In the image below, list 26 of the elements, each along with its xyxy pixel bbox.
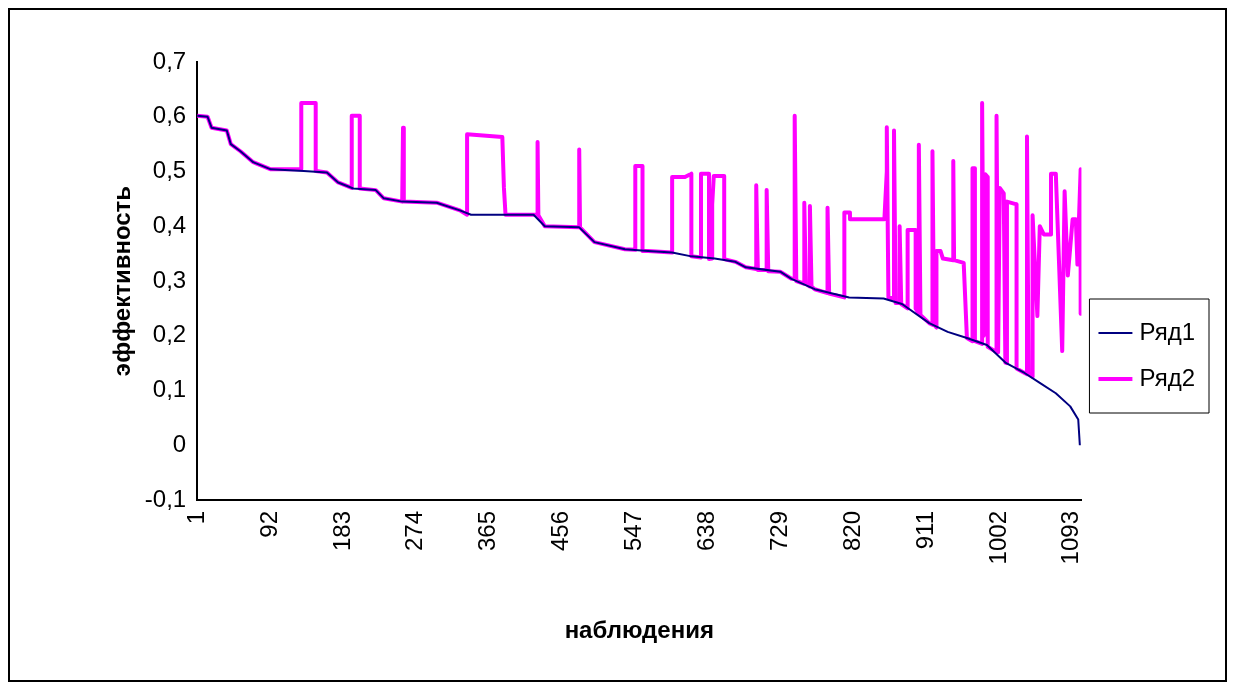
y-tick-label: 0,2 (152, 320, 187, 348)
x-tick-label: 274 (400, 511, 428, 552)
x-tick-label: 820 (837, 511, 865, 552)
x-tick-label: 729 (764, 511, 792, 552)
x-tick-label: 92 (254, 511, 282, 538)
y-tick-label: 0,3 (152, 265, 187, 293)
y-tick-label: 0,1 (152, 375, 187, 403)
x-tick-label: 1002 (983, 511, 1011, 565)
y-axis-title: эффективность (108, 185, 136, 377)
x-tick-label: 547 (619, 511, 647, 552)
x-tick-label: 183 (327, 511, 355, 552)
x-axis-title: наблюдения (564, 616, 714, 644)
y-tick-label: 0 (172, 429, 187, 457)
y-tick-label: 0,6 (152, 101, 187, 129)
legend-label: Ряд2 (1139, 363, 1195, 391)
x-tick-label: 638 (692, 511, 720, 552)
x-tick-label: 1 (181, 511, 209, 525)
x-tick-label: 456 (546, 511, 574, 552)
x-tick-label: 365 (473, 511, 501, 552)
y-tick-label: 0,7 (152, 46, 187, 74)
y-tick-label: 0,5 (152, 156, 187, 184)
x-tick-label: 1093 (1056, 511, 1084, 565)
x-tick-label: 911 (910, 511, 938, 550)
legend-label: Ряд1 (1139, 317, 1195, 345)
y-tick-label: 0,4 (152, 210, 187, 238)
y-tick-label: -0,1 (144, 484, 187, 512)
